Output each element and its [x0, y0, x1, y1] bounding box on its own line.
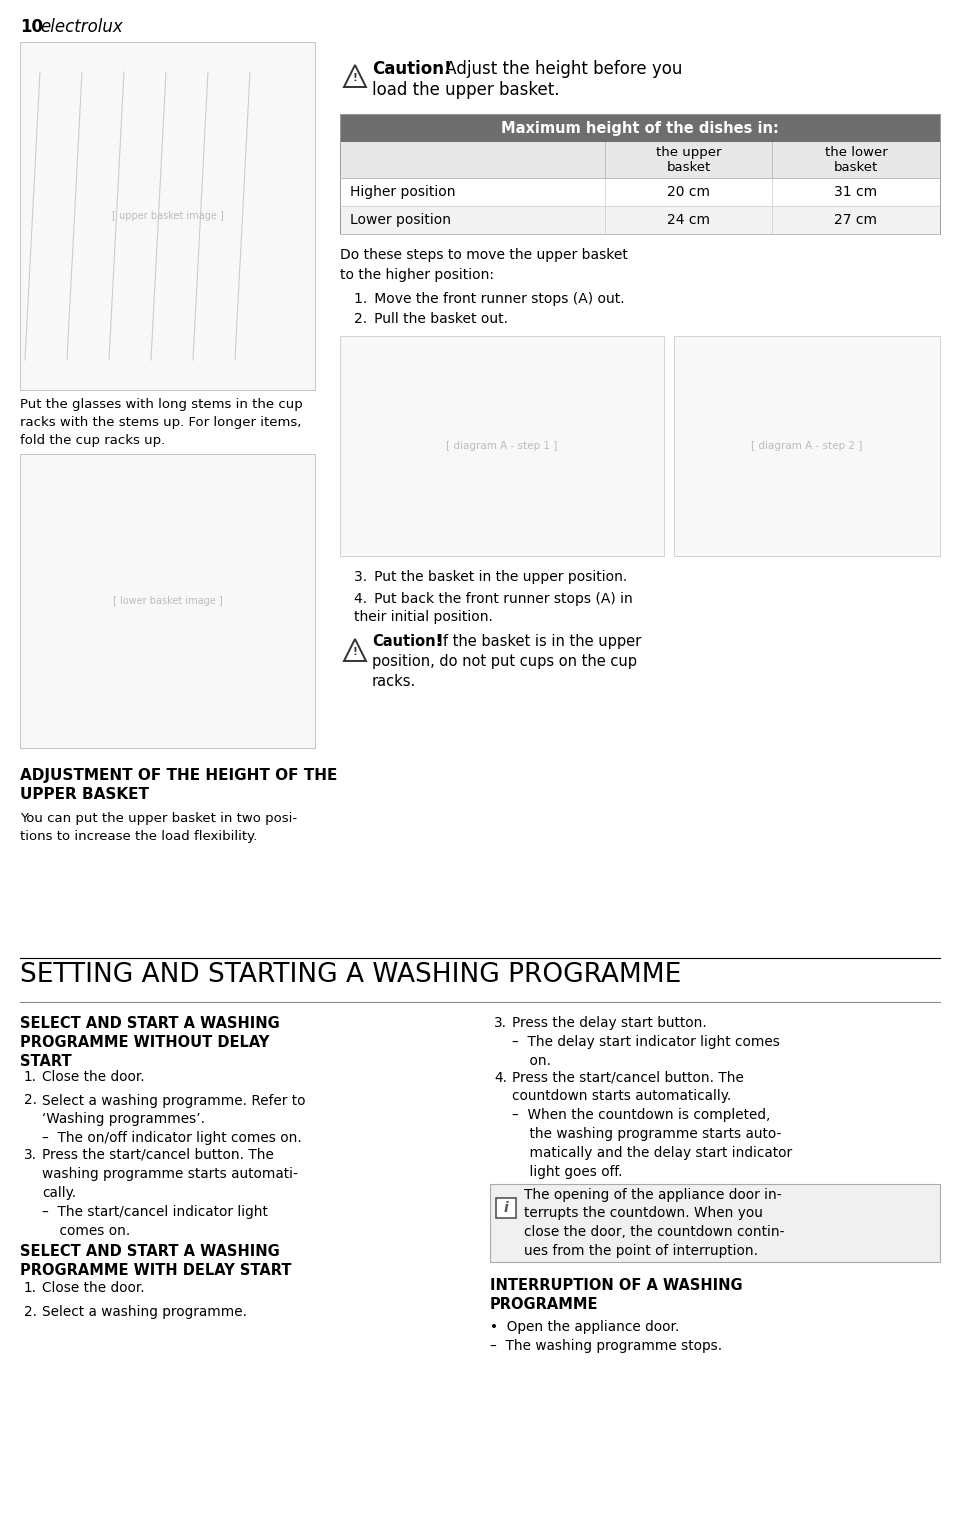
Text: 3.: 3. [24, 1148, 37, 1161]
Text: INTERRUPTION OF A WASHING
PROGRAMME: INTERRUPTION OF A WASHING PROGRAMME [490, 1278, 743, 1312]
Bar [674, 335, 940, 556]
Text: ADJUSTMENT OF THE HEIGHT OF THE
UPPER BASKET: ADJUSTMENT OF THE HEIGHT OF THE UPPER BA… [20, 768, 337, 802]
Text: Press the start/cancel button. The
countdown starts automatically.
–  When the c: Press the start/cancel button. The count… [512, 1070, 792, 1179]
Text: Caution!: Caution! [372, 635, 443, 650]
Text: Press the delay start button.
–  The delay start indicator light comes
    on.: Press the delay start button. – The dela… [512, 1016, 780, 1067]
Text: SETTING AND STARTING A WASHING PROGRAMME: SETTING AND STARTING A WASHING PROGRAMME [20, 962, 682, 988]
Bar [340, 143, 940, 178]
Bar [340, 206, 940, 234]
Text: [ upper basket image ]: [ upper basket image ] [111, 211, 224, 222]
Text: i: i [504, 1201, 509, 1214]
Text: Put the glasses with long stems in the cup
racks with the stems up. For longer i: Put the glasses with long stems in the c… [20, 398, 302, 446]
Bar [20, 454, 315, 748]
Text: [ diagram A - step 2 ]: [ diagram A - step 2 ] [752, 442, 863, 451]
Text: Adjust the height before you: Adjust the height before you [440, 61, 683, 77]
Text: 1.: 1. [24, 1070, 37, 1084]
Text: Higher position: Higher position [350, 185, 455, 199]
Text: !: ! [352, 647, 357, 657]
Text: 27 cm: 27 cm [834, 213, 877, 228]
Text: 4. Put back the front runner stops (A) in
their initial position.: 4. Put back the front runner stops (A) i… [354, 592, 633, 624]
Text: Lower position: Lower position [350, 213, 451, 228]
Text: 24 cm: 24 cm [667, 213, 710, 228]
Text: Do these steps to move the upper basket
to the higher position:: Do these steps to move the upper basket … [340, 247, 628, 281]
Bar [340, 114, 940, 143]
Text: 4.: 4. [494, 1070, 507, 1084]
Text: The opening of the appliance door in-
terrupts the countdown. When you
close the: The opening of the appliance door in- te… [524, 1187, 784, 1258]
Text: Select a washing programme. Refer to
‘Washing programmes’.
–  The on/off indicat: Select a washing programme. Refer to ‘Wa… [42, 1093, 305, 1146]
Text: Caution!: Caution! [372, 61, 451, 77]
Bar [496, 1198, 516, 1217]
Text: [ lower basket image ]: [ lower basket image ] [112, 597, 223, 606]
Text: 31 cm: 31 cm [834, 185, 877, 199]
Text: 2.: 2. [24, 1093, 37, 1108]
Text: the upper
basket: the upper basket [656, 146, 721, 175]
Bar [340, 114, 940, 234]
Text: 1.: 1. [24, 1281, 37, 1295]
Text: 1. Move the front runner stops (A) out.: 1. Move the front runner stops (A) out. [354, 291, 625, 307]
Text: electrolux: electrolux [40, 18, 123, 36]
Bar [490, 1184, 940, 1261]
Text: 3.: 3. [494, 1016, 507, 1031]
Text: the lower
basket: the lower basket [825, 146, 887, 175]
Text: 2. Pull the basket out.: 2. Pull the basket out. [354, 313, 508, 326]
Bar [20, 43, 315, 390]
Text: !: ! [352, 73, 357, 83]
Text: Close the door.: Close the door. [42, 1070, 145, 1084]
Bar [340, 335, 664, 556]
Text: Close the door.: Close the door. [42, 1281, 145, 1295]
Text: •  Open the appliance door.
–  The washing programme stops.: • Open the appliance door. – The washing… [490, 1319, 722, 1353]
Text: 10: 10 [20, 18, 43, 36]
Text: 2.: 2. [24, 1305, 37, 1319]
Text: 20 cm: 20 cm [667, 185, 710, 199]
Text: SELECT AND START A WASHING
PROGRAMME WITH DELAY START: SELECT AND START A WASHING PROGRAMME WIT… [20, 1243, 292, 1278]
Text: position, do not put cups on the cup: position, do not put cups on the cup [372, 654, 637, 669]
Text: SELECT AND START A WASHING
PROGRAMME WITHOUT DELAY
START: SELECT AND START A WASHING PROGRAMME WIT… [20, 1016, 279, 1069]
Text: Press the start/cancel button. The
washing programme starts automati-
cally.
–  : Press the start/cancel button. The washi… [42, 1148, 298, 1237]
Text: You can put the upper basket in two posi-
tions to increase the load flexibility: You can put the upper basket in two posi… [20, 812, 298, 842]
Text: If the basket is in the upper: If the basket is in the upper [434, 635, 641, 650]
Text: Select a washing programme.: Select a washing programme. [42, 1305, 247, 1319]
Text: load the upper basket.: load the upper basket. [372, 80, 560, 99]
Text: racks.: racks. [372, 674, 417, 689]
Text: Maximum height of the dishes in:: Maximum height of the dishes in: [501, 121, 779, 137]
Bar [340, 178, 940, 206]
Text: 3. Put the basket in the upper position.: 3. Put the basket in the upper position. [354, 569, 627, 584]
Text: [ diagram A - step 1 ]: [ diagram A - step 1 ] [446, 442, 558, 451]
